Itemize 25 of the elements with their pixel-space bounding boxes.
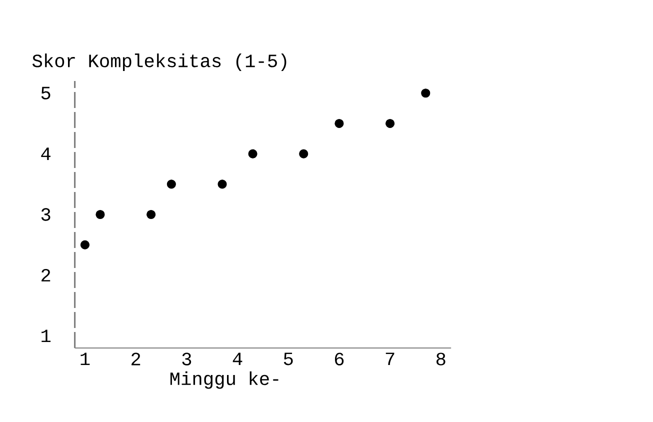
point (421, 88, 430, 98)
x-axis-title: Minggu ke- (170, 371, 278, 389)
y-tick-label: 1 (42, 330, 51, 342)
x-tick-label: 8 (436, 352, 446, 366)
x-tick-label: 5 (284, 352, 293, 366)
y-tick-label: 3 (41, 208, 50, 221)
y-tick-label: 2 (42, 268, 50, 282)
point (166, 180, 176, 189)
x-tick-label: 4 (232, 352, 242, 366)
point (146, 210, 156, 220)
x-tick-label: 2 (132, 352, 140, 366)
x-tick-label: 1 (80, 352, 90, 366)
point (334, 118, 344, 128)
x-tick-label: 6 (334, 352, 344, 366)
y-tick-label: 4 (41, 148, 50, 160)
point (80, 240, 90, 250)
point (386, 118, 395, 128)
x-tick-label: 7 (386, 352, 394, 366)
point (218, 180, 227, 189)
point (248, 149, 258, 158)
y-axis-title: Skor Kompleksitas (1-5) (32, 54, 286, 71)
point (299, 149, 308, 158)
point (96, 210, 105, 220)
x-tick-label: 3 (182, 352, 192, 366)
y-tick-label: 5 (41, 86, 50, 100)
